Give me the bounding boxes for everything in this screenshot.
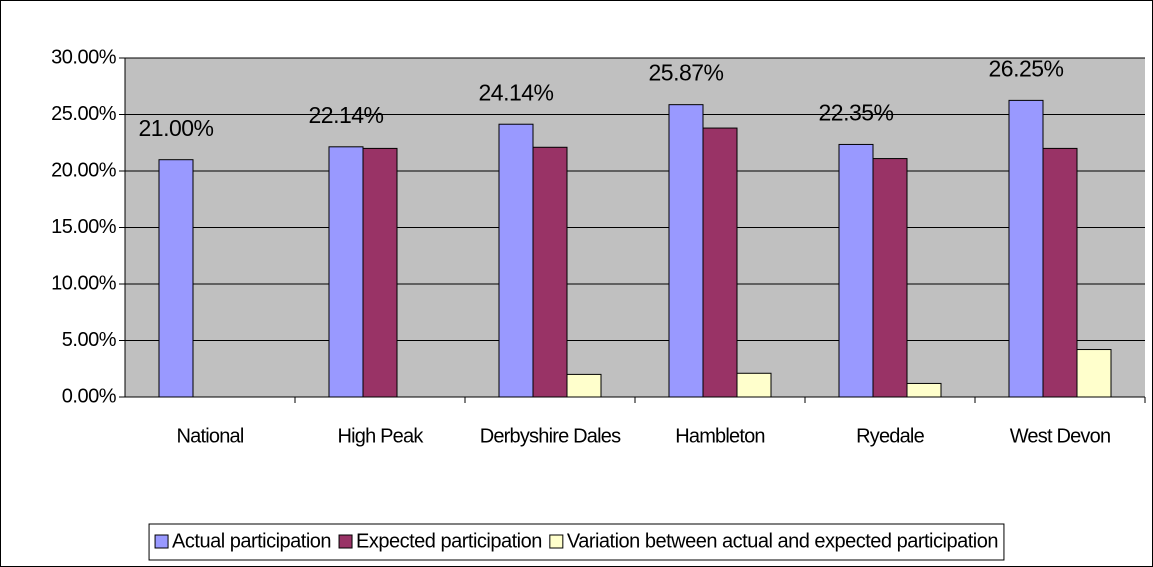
- bar: [1076, 349, 1112, 398]
- bar: [838, 143, 874, 398]
- x-tick-label: Hambleton: [675, 425, 765, 447]
- bar: [906, 382, 942, 398]
- bar: [872, 158, 908, 398]
- bar: [362, 147, 398, 398]
- y-tick-label: 5.00%: [62, 329, 117, 351]
- x-tick-label: Ryedale: [856, 425, 924, 447]
- y-tick-label: 20.00%: [51, 159, 117, 181]
- legend: Actual participation Expected participati…: [154, 530, 998, 552]
- bar: [158, 159, 194, 398]
- legend-label: Expected participation: [356, 530, 542, 552]
- x-tick-label: National: [177, 425, 244, 447]
- bar: [668, 104, 704, 398]
- y-tick-label: 30.00%: [51, 46, 117, 68]
- x-tick-label: High Peak: [337, 425, 424, 447]
- legend-swatch: [338, 534, 353, 549]
- bar: [532, 146, 568, 398]
- data-label: 22.35%: [818, 100, 893, 126]
- bar: [328, 146, 364, 398]
- legend-border: [148, 523, 1005, 561]
- data-label: 24.14%: [478, 79, 553, 105]
- data-label: 22.14%: [308, 102, 383, 128]
- legend-swatch: [154, 534, 169, 549]
- legend-swatch: [549, 534, 564, 549]
- legend-label: Variation between actual and expected pa…: [567, 530, 998, 552]
- bar: [1042, 147, 1078, 398]
- y-tick-label: 10.00%: [51, 272, 117, 294]
- legend-label: Actual participation: [172, 530, 331, 552]
- y-tick-label: 0.00%: [62, 385, 117, 407]
- x-tick-label: West Devon: [1010, 425, 1111, 447]
- bar: [566, 373, 602, 398]
- data-label: 26.25%: [988, 55, 1063, 81]
- y-tick-label: 15.00%: [51, 216, 117, 238]
- x-tick-label: Derbyshire Dales: [480, 425, 621, 447]
- y-tick-label: 25.00%: [51, 103, 117, 125]
- data-label: 25.87%: [648, 60, 723, 86]
- bar: [702, 127, 738, 398]
- data-label: 21.00%: [138, 115, 213, 141]
- bar: [498, 123, 534, 398]
- bar: [1008, 99, 1044, 398]
- bar: [736, 372, 772, 398]
